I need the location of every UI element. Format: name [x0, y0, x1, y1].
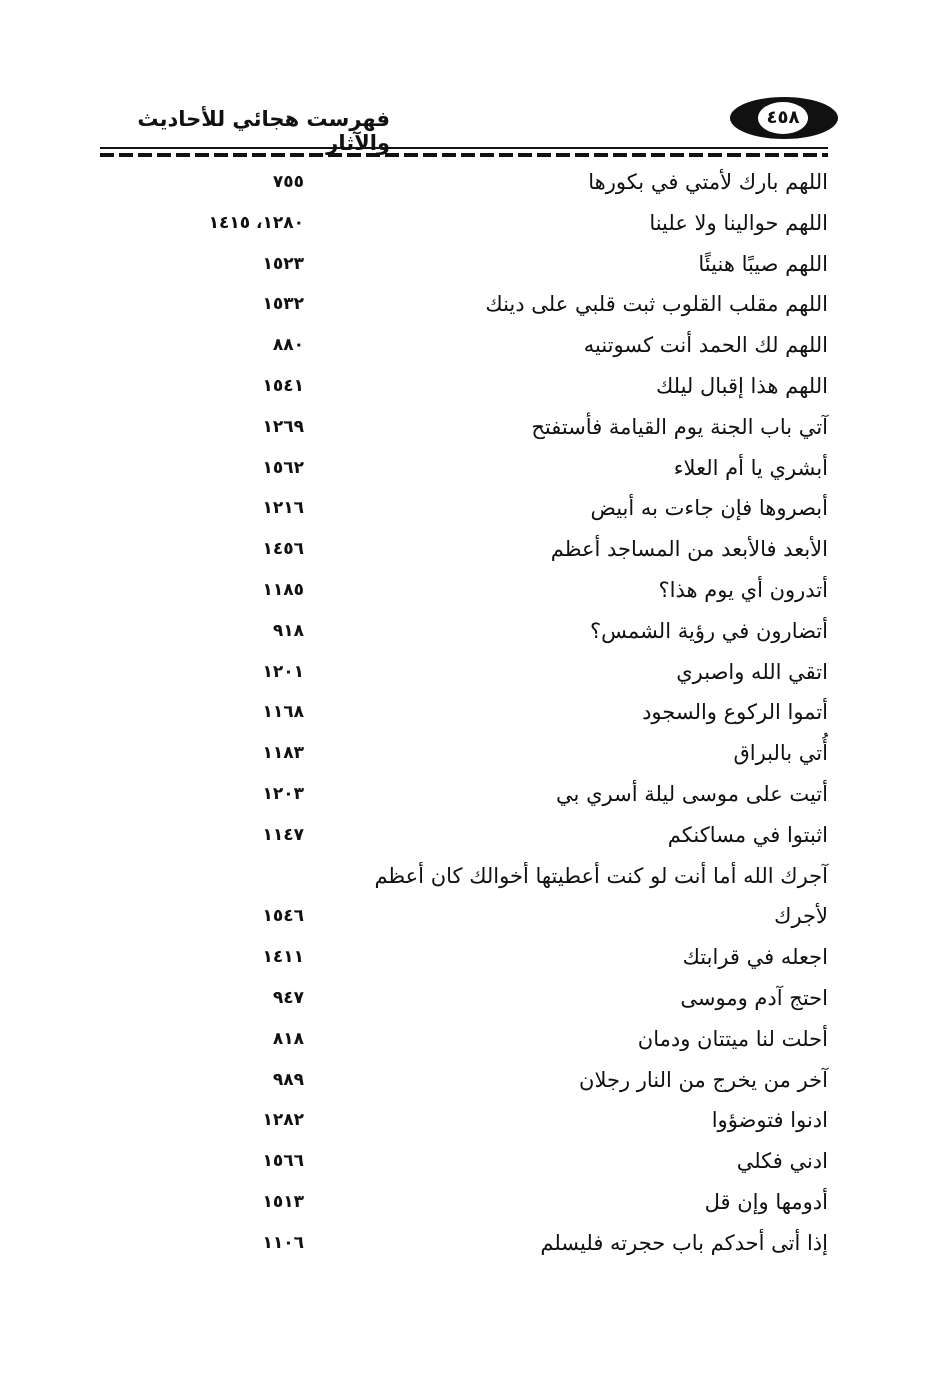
entry-ref: ١١٨٥ — [262, 579, 304, 600]
entry-ref: ١٤٥٦ — [262, 539, 304, 560]
entry-text: أبشري يا أم العلاء — [673, 455, 828, 480]
entry-ref: ١٥١٣ — [262, 1191, 304, 1212]
entry-ref: ١٢٠١ — [262, 661, 304, 682]
entry-ref: ١٢٠٣ — [262, 783, 304, 804]
entry-ref: ١١٠٦ — [262, 1232, 304, 1253]
entry-ref: ٩٤٧ — [272, 987, 304, 1008]
header-rule — [100, 147, 828, 149]
entry-text: ادني فكلي — [736, 1149, 828, 1174]
entry-ref: ٨٨٠ — [272, 335, 304, 356]
header-dashed-rule — [100, 153, 828, 157]
entry-text: اللهم صيبًا هنيئًا — [698, 251, 828, 276]
entry-ref: ١٥٦٢ — [262, 457, 304, 478]
entry-ref: ١٢٦٩ — [262, 416, 304, 437]
index-entry: اللهم هذا إقبال ليلك ١٥٤١ — [0, 370, 944, 411]
entry-text: أُتي بالبراق — [733, 741, 828, 766]
entry-text: آتي باب الجنة يوم القيامة فأستفتح — [531, 414, 828, 439]
entry-ref: ١٤١١ — [262, 947, 304, 968]
index-entry: أتدرون أي يوم هذا؟ ١١٨٥ — [0, 574, 944, 615]
entry-ref: ١٥٤٦ — [262, 906, 304, 927]
index-entry: اللهم مقلب القلوب ثبت قلبي على دينك ١٥٣٢ — [0, 288, 944, 329]
entry-text: إذا أتى أحدكم باب حجرته فليسلم — [540, 1230, 828, 1255]
entry-text: لأجرك — [774, 904, 828, 929]
index-entry: آتي باب الجنة يوم القيامة فأستفتح ١٢٦٩ — [0, 411, 944, 452]
entry-ref: ١١٨٣ — [262, 743, 304, 764]
index-entry: أتيت على موسى ليلة أسري بي ١٢٠٣ — [0, 778, 944, 819]
page-header: فهرست هجائي للأحاديث والآثار ٤٥٨ — [100, 95, 840, 160]
entry-text: اللهم مقلب القلوب ثبت قلبي على دينك — [485, 292, 828, 317]
entry-text: اتقي الله واصبري — [676, 659, 828, 684]
index-entry: اتقي الله واصبري ١٢٠١ — [0, 656, 944, 697]
index-entry: أحلت لنا ميتتان ودمان ٨١٨ — [0, 1023, 944, 1064]
index-entry: أتضارون في رؤية الشمس؟ ٩١٨ — [0, 615, 944, 656]
index-entry: ادنوا فتوضؤوا ١٢٨٢ — [0, 1104, 944, 1145]
index-entry: اجعله في قرابتك ١٤١١ — [0, 941, 944, 982]
entry-text: اللهم لك الحمد أنت كسوتنيه — [583, 333, 828, 358]
entry-ref: ١٥٢٣ — [262, 253, 304, 274]
entry-text: آخر من يخرج من النار رجلان — [579, 1067, 828, 1092]
entry-ref: ٩٨٩ — [272, 1069, 304, 1090]
index-entry: الأبعد فالأبعد من المساجد أعظم ١٤٥٦ — [0, 533, 944, 574]
entry-ref: ١٥٤١ — [262, 375, 304, 396]
entry-text: أتدرون أي يوم هذا؟ — [658, 577, 828, 602]
index-entry: ادني فكلي ١٥٦٦ — [0, 1145, 944, 1186]
entry-ref: ١١٦٨ — [262, 702, 304, 723]
index-entry: اللهم حوالينا ولا علينا ١٢٨٠، ١٤١٥ — [0, 207, 944, 248]
index-entry: إذا أتى أحدكم باب حجرته فليسلم ١١٠٦ — [0, 1227, 944, 1268]
entry-text: أحلت لنا ميتتان ودمان — [637, 1026, 828, 1051]
entry-ref: ١٢١٦ — [262, 498, 304, 519]
index-entry: اثبتوا في مساكنكم ١١٤٧ — [0, 819, 944, 860]
page-number-badge: ٤٥٨ — [730, 97, 838, 139]
entry-text: اثبتوا في مساكنكم — [667, 822, 828, 847]
index-entry: أدومها وإن قل ١٥١٣ — [0, 1186, 944, 1227]
entry-ref: ٧٥٥ — [272, 172, 304, 192]
index-list: اللهم بارك لأمتي في بكورها ٧٥٥ اللهم حوالي… — [0, 166, 944, 1268]
index-entry: آخر من يخرج من النار رجلان ٩٨٩ — [0, 1064, 944, 1105]
entry-text: آجرك الله أما أنت لو كنت أعطيتها أخوالك … — [374, 863, 828, 888]
entry-text: اللهم هذا إقبال ليلك — [655, 373, 828, 398]
index-entry: أُتي بالبراق ١١٨٣ — [0, 737, 944, 778]
entry-ref: ١١٤٧ — [262, 824, 304, 845]
entry-text: اجعله في قرابتك — [682, 945, 828, 970]
index-entry: اللهم لك الحمد أنت كسوتنيه ٨٨٠ — [0, 329, 944, 370]
index-entry: احتج آدم وموسى ٩٤٧ — [0, 982, 944, 1023]
index-entry: اللهم صيبًا هنيئًا ١٥٢٣ — [0, 248, 944, 289]
entry-text: أدومها وإن قل — [704, 1189, 828, 1214]
entry-text: احتج آدم وموسى — [680, 985, 828, 1010]
entry-ref: ١٢٨٠، ١٤١٥ — [208, 212, 304, 233]
running-title: فهرست هجائي للأحاديث والآثار — [137, 107, 390, 155]
entry-text: اللهم حوالينا ولا علينا — [649, 210, 828, 235]
index-entry: أبشري يا أم العلاء ١٥٦٢ — [0, 452, 944, 493]
entry-text: ادنوا فتوضؤوا — [711, 1108, 828, 1133]
entry-text: أتموا الركوع والسجود — [642, 700, 828, 725]
page-number: ٤٥٨ — [758, 102, 808, 134]
entry-ref: ١٥٣٢ — [262, 294, 304, 315]
index-entry: أتموا الركوع والسجود ١١٦٨ — [0, 696, 944, 737]
entry-text: الأبعد فالأبعد من المساجد أعظم — [550, 537, 828, 562]
index-entry: آجرك الله أما أنت لو كنت أعطيتها أخوالك … — [0, 860, 944, 901]
index-entry: اللهم بارك لأمتي في بكورها ٧٥٥ — [0, 166, 944, 207]
entry-text: أتيت على موسى ليلة أسري بي — [556, 781, 828, 806]
entry-text: اللهم بارك لأمتي في بكورها — [588, 170, 828, 194]
entry-ref: ١٥٦٦ — [262, 1151, 304, 1172]
entry-text: أتضارون في رؤية الشمس؟ — [590, 618, 828, 643]
index-entry: أبصروها فإن جاءت به أبيض ١٢١٦ — [0, 492, 944, 533]
index-entry: لأجرك ١٥٤٦ — [0, 900, 944, 941]
entry-ref: ٩١٨ — [272, 620, 304, 641]
entry-ref: ١٢٨٢ — [262, 1110, 304, 1131]
entry-ref: ٨١٨ — [272, 1028, 304, 1049]
entry-text: أبصروها فإن جاءت به أبيض — [590, 496, 828, 521]
